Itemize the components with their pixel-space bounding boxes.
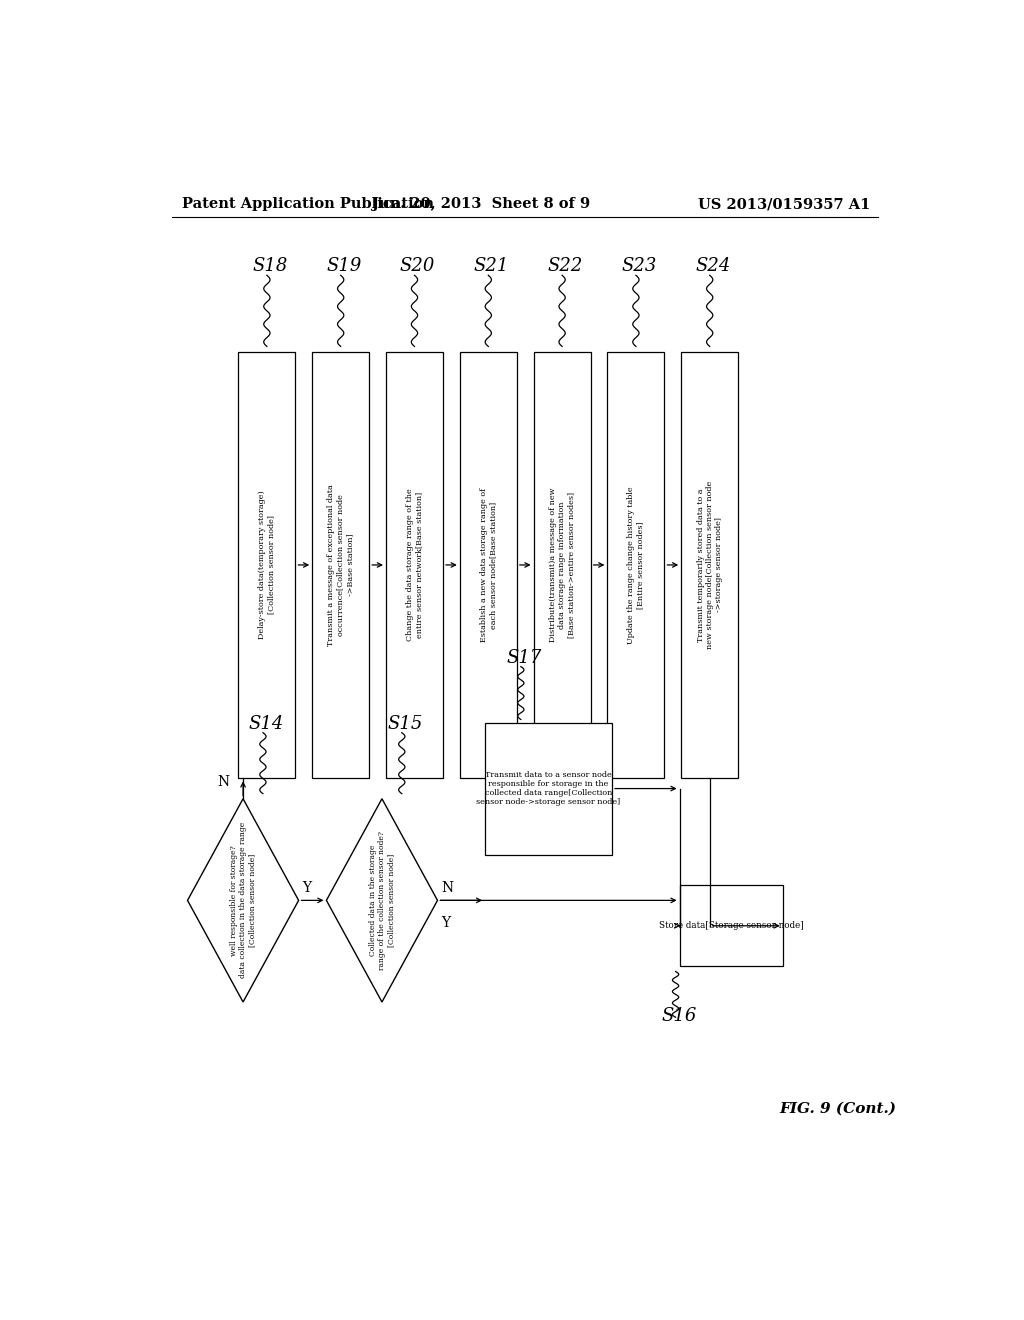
Polygon shape bbox=[187, 799, 299, 1002]
Text: Establish a new data storage range of
each sensor node[Base station]: Establish a new data storage range of ea… bbox=[479, 488, 497, 642]
Bar bbox=[485, 722, 612, 854]
Text: Patent Application Publication: Patent Application Publication bbox=[182, 197, 434, 211]
Text: Delay-store data(temporary storage)
[Collection sensor node]: Delay-store data(temporary storage) [Col… bbox=[258, 491, 275, 639]
Text: N: N bbox=[217, 775, 229, 788]
Text: Transmit temporarily stored data to a
new storage node[Collection sensor node
->: Transmit temporarily stored data to a ne… bbox=[696, 480, 723, 649]
Bar bbox=[607, 351, 665, 779]
Bar bbox=[386, 351, 443, 779]
Text: S22: S22 bbox=[548, 257, 583, 276]
Text: Transmit a message of exceptional data
occurrence[Collection sensor node
->Base : Transmit a message of exceptional data o… bbox=[328, 484, 354, 645]
Text: Change the data storage range of the
entire sensor network[Base station]: Change the data storage range of the ent… bbox=[406, 488, 423, 642]
Text: S16: S16 bbox=[662, 1007, 696, 1026]
Text: S15: S15 bbox=[387, 714, 423, 733]
Text: Update the range change history table
[Entire sensor nodes]: Update the range change history table [E… bbox=[628, 486, 644, 644]
Bar bbox=[460, 351, 517, 779]
Text: S17: S17 bbox=[506, 648, 542, 667]
Text: S20: S20 bbox=[400, 257, 435, 276]
Bar bbox=[681, 351, 738, 779]
Text: S14: S14 bbox=[249, 714, 284, 733]
Bar bbox=[312, 351, 370, 779]
Polygon shape bbox=[327, 799, 437, 1002]
Text: well responsible for storage?
data collection in the data storage range
[Collect: well responsible for storage? data colle… bbox=[229, 822, 256, 978]
Text: Transmit data to a sensor node
responsible for storage in the
collected data ran: Transmit data to a sensor node responsib… bbox=[476, 771, 621, 807]
Bar bbox=[680, 886, 782, 966]
Bar bbox=[534, 351, 591, 779]
Text: N: N bbox=[441, 882, 454, 895]
Text: S18: S18 bbox=[252, 257, 288, 276]
Text: US 2013/0159357 A1: US 2013/0159357 A1 bbox=[697, 197, 870, 211]
Text: Collected data in the storage
range of the collection sensor node?
[Collection s: Collected data in the storage range of t… bbox=[369, 830, 395, 970]
Text: Distribute(transmit)a message of new
data storage range information
[Base statio: Distribute(transmit)a message of new dat… bbox=[549, 487, 575, 643]
Bar bbox=[239, 351, 296, 779]
Text: Y: Y bbox=[303, 882, 311, 895]
Text: FIG. 9 (Cont.): FIG. 9 (Cont.) bbox=[779, 1102, 897, 1115]
Text: S19: S19 bbox=[327, 257, 361, 276]
Text: Jun. 20, 2013  Sheet 8 of 9: Jun. 20, 2013 Sheet 8 of 9 bbox=[372, 197, 590, 211]
Text: Y: Y bbox=[441, 916, 451, 929]
Text: S24: S24 bbox=[695, 257, 730, 276]
Text: S23: S23 bbox=[622, 257, 656, 276]
Text: Store data[Storage sensor node]: Store data[Storage sensor node] bbox=[658, 921, 804, 931]
Text: S21: S21 bbox=[474, 257, 509, 276]
